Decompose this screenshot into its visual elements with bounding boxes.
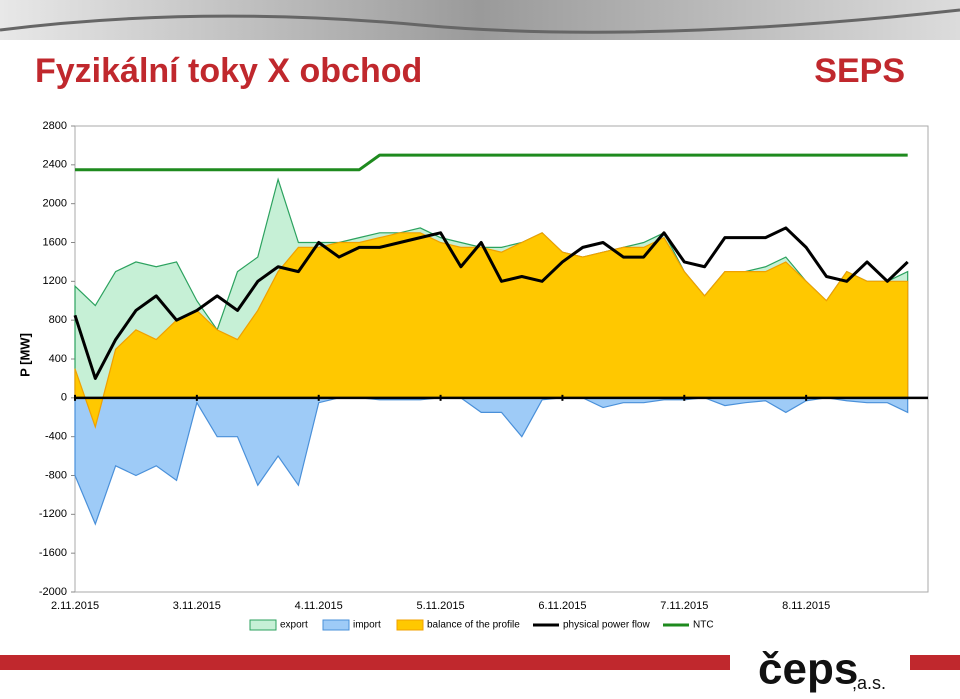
y-tick-label: -1200 bbox=[39, 508, 67, 520]
logo: čeps bbox=[758, 645, 858, 694]
y-axis-label: P [MW] bbox=[17, 333, 32, 377]
y-tick-label: -400 bbox=[45, 431, 67, 443]
line bbox=[75, 153, 908, 172]
y-tick-label: -2000 bbox=[39, 586, 67, 598]
y-tick-label: 0 bbox=[61, 392, 67, 404]
x-tick-label: 8.11.2015 bbox=[782, 600, 830, 612]
brand: SEPS bbox=[814, 52, 905, 90]
title: Fyzikální toky X obchod bbox=[35, 52, 422, 90]
x-tick-label: 6.11.2015 bbox=[538, 600, 586, 612]
y-tick-label: 1600 bbox=[43, 236, 67, 248]
logo-suffix: ,a.s. bbox=[852, 673, 886, 693]
legend-label: export bbox=[280, 620, 308, 631]
legend-label: balance of the profile bbox=[427, 620, 520, 631]
area bbox=[74, 232, 909, 430]
y-tick-label: 800 bbox=[49, 314, 67, 326]
legend-swatch bbox=[249, 619, 277, 631]
x-tick-label: 2.11.2015 bbox=[51, 600, 99, 612]
legend-label: physical power flow bbox=[563, 620, 650, 631]
legend-label: NTC bbox=[693, 620, 714, 631]
y-tick-label: 2400 bbox=[43, 159, 67, 171]
x-tick-label: 3.11.2015 bbox=[173, 600, 221, 612]
x-tick-label: 4.11.2015 bbox=[295, 600, 343, 612]
y-tick-label: -800 bbox=[45, 469, 67, 481]
footer-band bbox=[0, 655, 730, 670]
header-image bbox=[0, 0, 960, 40]
legend-swatch bbox=[396, 619, 424, 631]
legend-swatch bbox=[322, 619, 350, 631]
x-tick-label: 7.11.2015 bbox=[660, 600, 708, 612]
y-tick-label: 1200 bbox=[43, 275, 67, 287]
area bbox=[74, 397, 909, 526]
legend-label: import bbox=[353, 620, 381, 631]
y-tick-label: 400 bbox=[49, 353, 67, 365]
header-wire bbox=[0, 8, 960, 34]
footer-band bbox=[910, 655, 960, 670]
y-tick-label: 2000 bbox=[43, 198, 67, 210]
y-tick-label: -1600 bbox=[39, 547, 67, 559]
line bbox=[73, 226, 909, 380]
y-tick-label: 2800 bbox=[43, 120, 67, 132]
x-tick-label: 5.11.2015 bbox=[417, 600, 465, 612]
